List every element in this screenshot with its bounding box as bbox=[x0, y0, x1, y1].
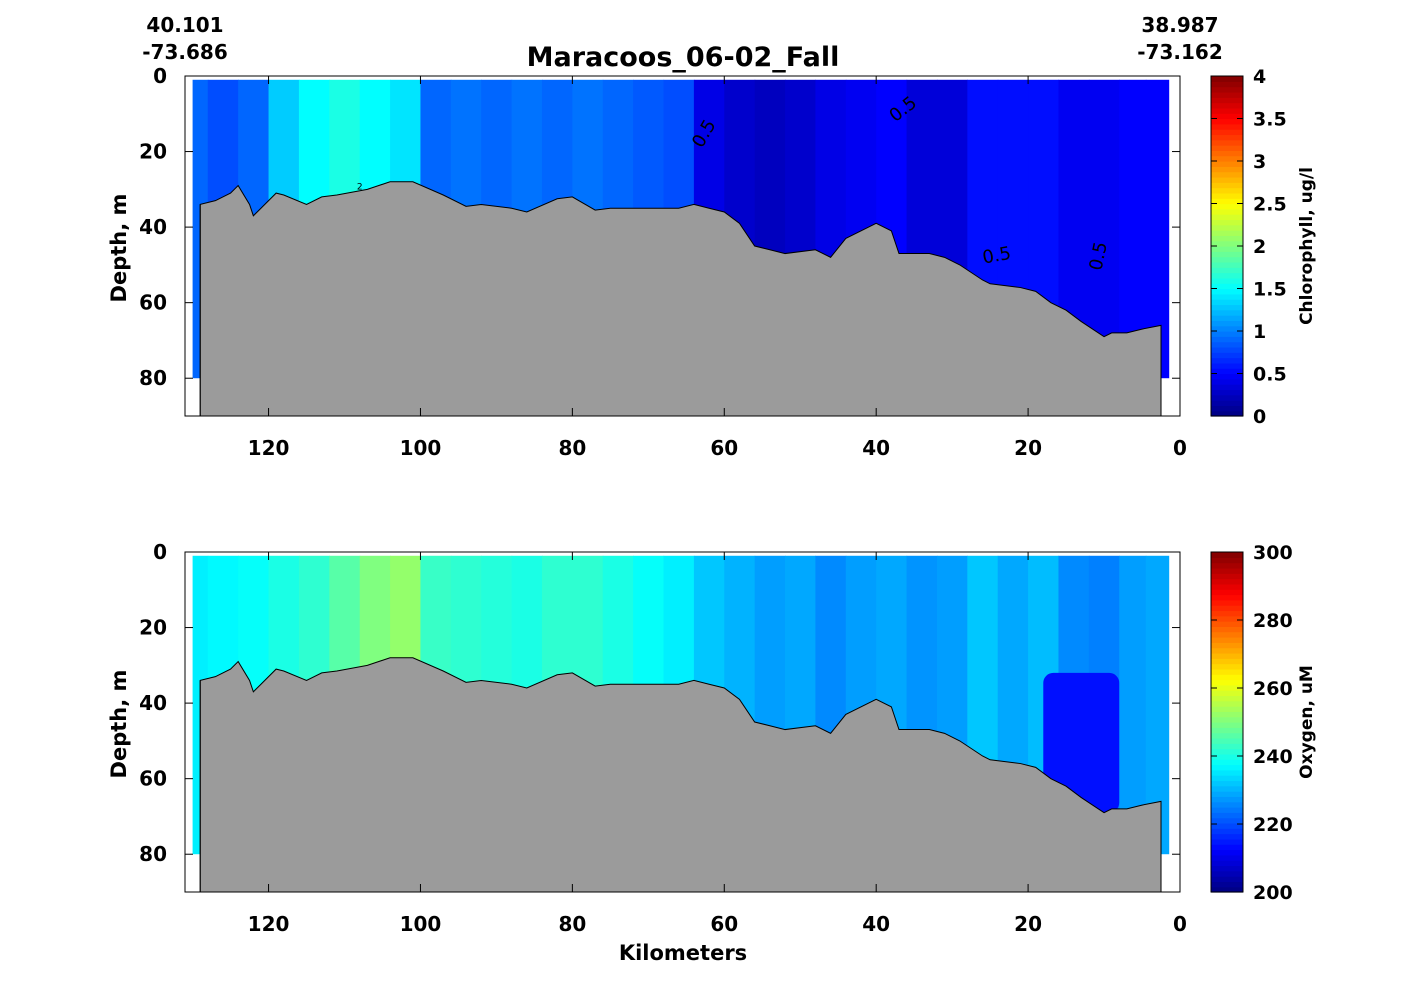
figure-title: Maracoos_06-02_Fall bbox=[527, 42, 840, 73]
colorbar-tick-label: 3 bbox=[1253, 151, 1266, 173]
y-tick-label: 40 bbox=[139, 691, 167, 715]
data-field bbox=[185, 76, 1170, 416]
no-data-region bbox=[185, 552, 193, 892]
x-tick-label: 120 bbox=[248, 436, 290, 460]
x-tick-label: 20 bbox=[1014, 436, 1042, 460]
x-tick-label: 120 bbox=[248, 912, 290, 936]
colorbar-tick-label: 3.5 bbox=[1253, 109, 1287, 131]
data-field bbox=[185, 552, 1170, 892]
y-tick-label: 20 bbox=[139, 140, 167, 164]
colorbar-tick-label: 300 bbox=[1253, 542, 1293, 564]
colorbar-tick-label: 0 bbox=[1253, 406, 1266, 428]
colorbar-tick-label: 220 bbox=[1253, 814, 1293, 836]
plot-frame bbox=[184, 75, 1181, 417]
data-column bbox=[1119, 79, 1147, 379]
seafloor-bathymetry bbox=[199, 657, 1162, 892]
no-data-region bbox=[185, 76, 193, 416]
colorbar-tick-label: 280 bbox=[1253, 610, 1293, 632]
x-tick-label: 100 bbox=[400, 436, 442, 460]
end-lat: 38.987 bbox=[1141, 13, 1218, 37]
colorbar-tick-label: 1.5 bbox=[1253, 279, 1287, 301]
data-column bbox=[1119, 555, 1147, 855]
y-tick-label: 0 bbox=[153, 64, 167, 88]
y-tick-label: 80 bbox=[139, 366, 167, 390]
data-column bbox=[1145, 79, 1170, 379]
colorbar-label: Chlorophyll, ug/l bbox=[1297, 167, 1317, 325]
x-tick-label: 80 bbox=[558, 436, 586, 460]
contour-label: 0.5 bbox=[981, 243, 1013, 269]
y-tick-label: 60 bbox=[139, 291, 167, 315]
contour-label: 2 bbox=[357, 182, 363, 192]
colorbar-tick-label: 1 bbox=[1253, 321, 1266, 343]
low-value-patch bbox=[1043, 672, 1120, 813]
colorbar: 200 220 240 260 280 300 Oxygen, uM bbox=[1210, 542, 1317, 904]
start-lon: -73.686 bbox=[142, 40, 227, 64]
x-tick-label: 0 bbox=[1173, 912, 1187, 936]
seafloor-bathymetry bbox=[199, 181, 1162, 416]
y-tick-label: 0 bbox=[153, 540, 167, 564]
colorbar-label: Oxygen, uM bbox=[1297, 665, 1317, 779]
colorbar: 0 0.5 1 1.5 2 2.5 3 3.5 4 Chlorophyll, ug/l bbox=[1210, 66, 1317, 428]
colorbar-tick-label: 2 bbox=[1253, 236, 1266, 258]
x-tick-label: 0 bbox=[1173, 436, 1187, 460]
x-tick-label: 60 bbox=[710, 912, 738, 936]
y-tick-label: 60 bbox=[139, 767, 167, 791]
colorbar-tick-label: 0.5 bbox=[1253, 364, 1287, 386]
x-tick-label: 40 bbox=[862, 436, 890, 460]
colorbar-tick-label: 2.5 bbox=[1253, 194, 1287, 216]
colorbar-tick-label: 240 bbox=[1253, 746, 1293, 768]
colorbar-tick-label: 4 bbox=[1253, 66, 1266, 88]
y-tick-label: 80 bbox=[139, 842, 167, 866]
data-column bbox=[1145, 555, 1170, 855]
x-tick-label: 100 bbox=[400, 912, 442, 936]
end-lon: -73.162 bbox=[1137, 40, 1222, 64]
colorbar-tick-label: 260 bbox=[1253, 678, 1293, 700]
x-axis-label: Kilometers bbox=[619, 941, 747, 965]
y-tick-label: 20 bbox=[139, 616, 167, 640]
start-lat: 40.101 bbox=[146, 13, 223, 37]
data-column bbox=[1088, 79, 1120, 379]
x-tick-label: 80 bbox=[558, 912, 586, 936]
x-tick-label: 20 bbox=[1014, 912, 1042, 936]
y-axis-label: Depth, m bbox=[107, 670, 131, 779]
plot-frame bbox=[184, 551, 1181, 893]
x-tick-label: 60 bbox=[710, 436, 738, 460]
x-tick-label: 40 bbox=[862, 912, 890, 936]
colorbar-tick-label: 200 bbox=[1253, 882, 1293, 904]
y-axis-label: Depth, m bbox=[107, 194, 131, 303]
y-tick-label: 40 bbox=[139, 215, 167, 239]
